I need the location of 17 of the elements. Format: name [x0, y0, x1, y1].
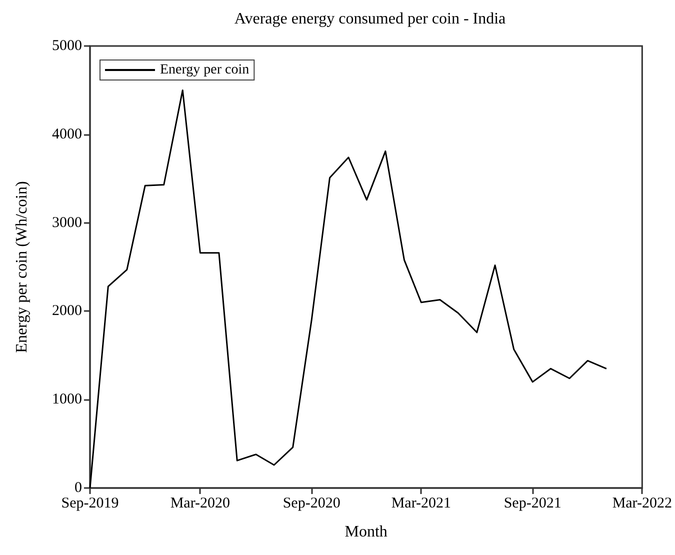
- y-axis-title: Energy per coin (Wh/coin): [14, 181, 30, 353]
- x-tick-label: Sep-2020: [282, 496, 340, 512]
- y-tick-label: 5000: [52, 38, 82, 54]
- x-tick-label: Mar-2021: [391, 496, 452, 512]
- y-tick-label: 0: [74, 480, 82, 496]
- line-series: [89, 89, 608, 489]
- y-tick-label: 2000: [52, 303, 82, 320]
- x-tick-label: Sep-2021: [504, 496, 562, 512]
- chart-title: Average energy consumed per coin - India: [234, 10, 506, 28]
- y-tick-label: 4000: [52, 126, 82, 142]
- x-tick-label: Sep-2019: [61, 496, 119, 512]
- y-tick-label: 1000: [52, 392, 82, 408]
- x-axis-title: Month: [344, 524, 388, 540]
- x-tick-label: Mar-2022: [612, 496, 672, 512]
- y-tick-label: 3000: [52, 214, 82, 231]
- legend-label: Energy per coin: [160, 62, 250, 78]
- x-tick-label: Mar-2020: [170, 496, 230, 512]
